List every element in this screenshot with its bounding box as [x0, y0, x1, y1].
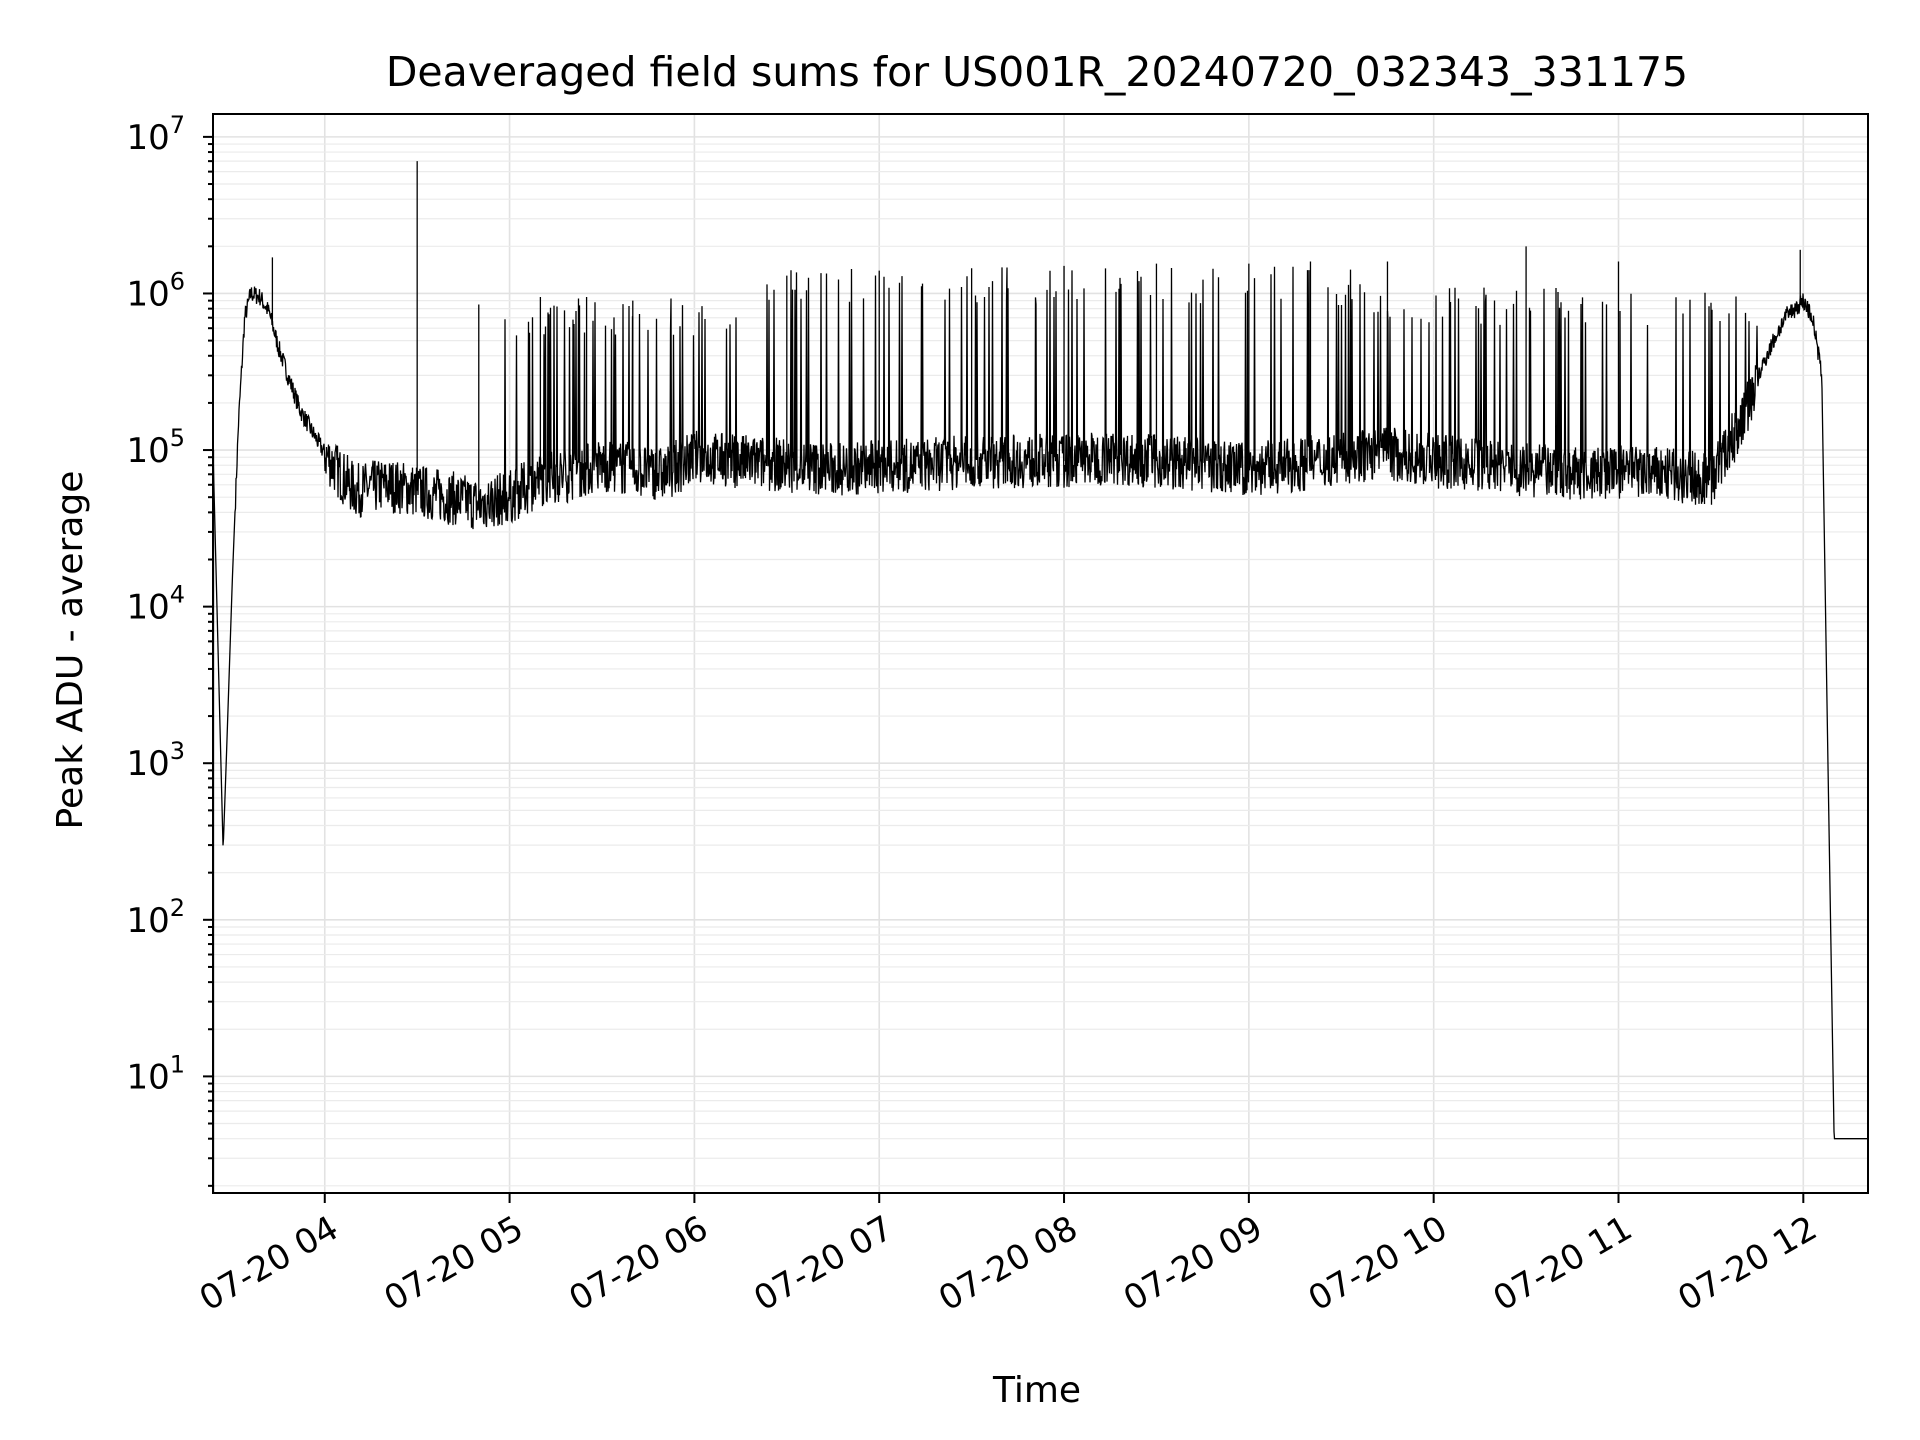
- chart-title: Deaveraged field sums for US001R_2024072…: [386, 48, 1688, 96]
- y-tick-label: 104: [126, 581, 185, 628]
- y-tick-label: 106: [126, 267, 185, 314]
- y-tick-label: 102: [126, 894, 185, 941]
- y-tick-label: 101: [126, 1050, 185, 1097]
- x-axis-label: Time: [992, 1370, 1081, 1411]
- series-line: [212, 266, 1868, 1140]
- y-axis: 101 102 103 104 105 106 107: [126, 111, 213, 1187]
- y-tick-label: 107: [126, 111, 185, 158]
- y-axis-label: Peak ADU - average: [50, 471, 91, 830]
- y-tick-label: 103: [126, 737, 185, 784]
- y-tick-label: 105: [126, 424, 185, 471]
